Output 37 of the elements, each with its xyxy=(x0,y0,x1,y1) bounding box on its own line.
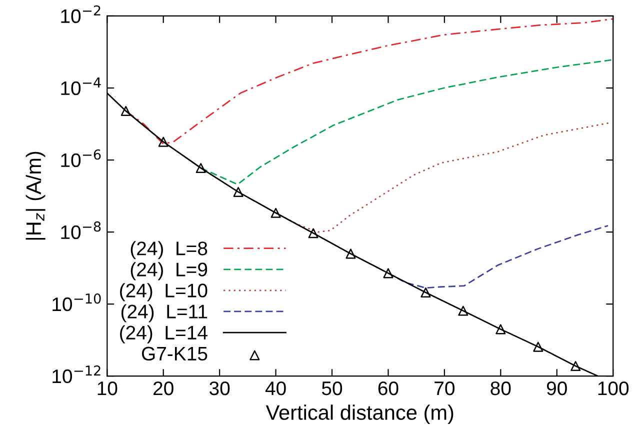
x-axis-title: Vertical distance (m) xyxy=(266,404,454,424)
point xyxy=(458,306,468,316)
point xyxy=(270,208,281,218)
x-tick-label: 80 xyxy=(490,381,511,396)
legend-label: (24) L=14 xyxy=(120,325,208,344)
point xyxy=(346,248,356,259)
x-tick-label: 20 xyxy=(154,381,174,396)
x-tick-label: 10 xyxy=(98,381,118,396)
y-tick-label: 10$^{−12}$ xyxy=(52,365,100,384)
legend-label: (24) L=8 xyxy=(130,241,208,260)
point xyxy=(158,136,168,147)
x-tick-label: 70 xyxy=(434,381,454,396)
legend-label: G7-K15 xyxy=(142,346,208,361)
x-tick-label: 90 xyxy=(546,381,567,396)
y-tick-label: 10$^{−8}$ xyxy=(61,221,101,240)
point xyxy=(420,287,431,298)
legend-label: (24) L=11 xyxy=(121,304,208,322)
legend-label: (24) L=10 xyxy=(120,283,208,302)
y-tick-label: 10$^{−2}$ xyxy=(61,5,100,24)
point xyxy=(308,228,318,238)
point xyxy=(233,186,244,197)
x-tick-label: 50 xyxy=(322,381,342,396)
point xyxy=(383,268,394,278)
point xyxy=(533,342,544,352)
x-tick-label: 40 xyxy=(265,381,286,396)
y-tick-label: 10$^{−10}$ xyxy=(52,293,101,312)
point xyxy=(570,361,581,372)
y-tick-label: 10$^{−4}$ xyxy=(61,78,101,96)
point xyxy=(496,324,506,334)
point xyxy=(120,106,131,116)
y-axis-title: |H$_{z}$| (A/m) xyxy=(26,152,46,240)
x-tick-label: 60 xyxy=(378,381,398,396)
x-tick-label: 100 xyxy=(598,381,629,396)
x-tick-label: 30 xyxy=(210,381,230,396)
y-tick-label: 10$^{−6}$ xyxy=(61,149,101,168)
point xyxy=(196,162,206,174)
legend-label: (24) L=9 xyxy=(130,262,208,280)
